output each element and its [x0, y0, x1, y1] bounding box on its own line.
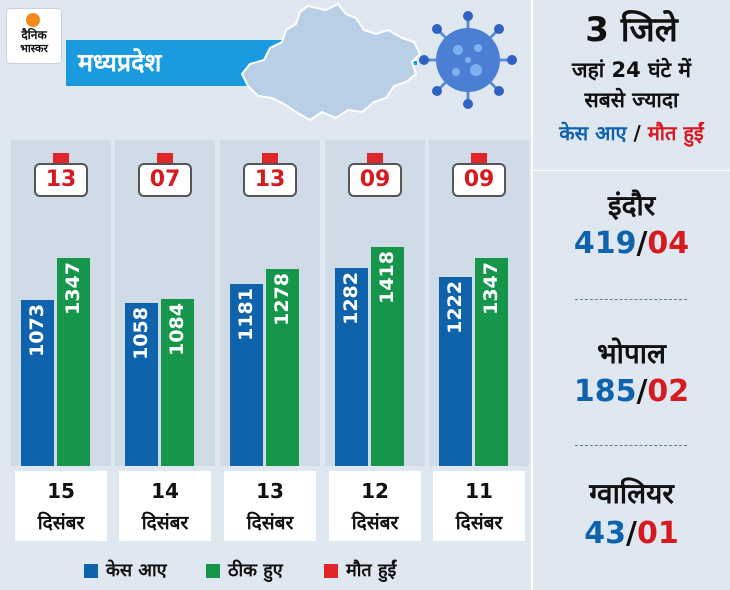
date-label: 13 दिसंबर: [224, 471, 316, 541]
coronavirus-icon: [419, 11, 517, 109]
cases-bar-label: 1073: [26, 304, 48, 357]
district-deaths-gwalior: 01: [636, 516, 679, 551]
date-label: 14 दिसंबर: [119, 471, 211, 541]
recovered-bar-label: 1278: [271, 273, 293, 326]
death-count-label: 09: [452, 163, 506, 197]
recovered-bar: 1347: [57, 258, 90, 466]
calendar-top: [262, 153, 278, 165]
district-deaths-indore: 04: [647, 226, 690, 261]
recovered-bar-label: 1347: [480, 262, 502, 315]
date-day: 13: [256, 479, 284, 503]
sidebar-legend-line: केस आए / मौत हुईं: [533, 118, 730, 148]
recovered-bar-label: 1418: [376, 251, 398, 304]
date-month: दिसंबर: [37, 512, 85, 534]
calendar-top: [157, 153, 173, 165]
district-value-gwalior: 43/01: [584, 516, 679, 551]
sidebar-label-cases: केस आए: [559, 121, 627, 145]
legend-recovered-swatch: [206, 564, 220, 578]
calendar-top: [471, 153, 487, 165]
date-label: 15 दिसंबर: [15, 471, 107, 541]
sidebar-line-2: सबसे ज्यादा: [584, 88, 679, 112]
district-cases-gwalior: 43: [584, 516, 627, 551]
calendar-top: [367, 153, 383, 165]
district-deaths-bhopal: 02: [647, 374, 690, 409]
dainik-bhaskar-logo: दैनिक भास्कर: [6, 8, 62, 64]
district-divider: [575, 299, 687, 300]
madhya-pradesh-map-icon: [240, 2, 422, 122]
calendar-icon: 13: [34, 153, 88, 197]
calendar-icon: 07: [138, 153, 192, 197]
date-day: 11: [465, 479, 493, 503]
recovered-bar: 1084: [161, 299, 194, 466]
calendar-top: [53, 153, 69, 165]
date-label: 11 दिसंबर: [433, 471, 525, 541]
recovered-bar: 1347: [475, 258, 508, 466]
legend-recovered-label: ठीक हुए: [228, 560, 283, 581]
recovered-bar: 1418: [371, 247, 404, 466]
death-count-label: 07: [138, 163, 192, 197]
date-label: 12 दिसंबर: [329, 471, 421, 541]
death-count-label: 13: [243, 163, 297, 197]
recovered-bar-label: 1347: [62, 262, 84, 315]
sidebar-line-1: जहां 24 घंटे में: [572, 58, 691, 82]
cases-bar-label: 1222: [444, 281, 466, 334]
date-month: दिसंबर: [246, 512, 294, 534]
sidebar-label-sep: /: [626, 121, 648, 145]
sun-icon: [26, 13, 40, 27]
cases-bar-label: 1181: [235, 288, 257, 341]
cases-bar-label: 1058: [130, 307, 152, 360]
district-value-bhopal: 185/02: [573, 374, 690, 409]
sidebar-label-deaths: मौत हुईं: [647, 121, 704, 145]
cases-bar-label: 1282: [340, 272, 362, 325]
calendar-icon: 13: [243, 153, 297, 197]
date-day: 14: [151, 479, 179, 503]
date-day: 12: [361, 479, 389, 503]
panel-divider: [531, 0, 533, 590]
cases-bar: 1058: [125, 303, 158, 466]
recovered-bar: 1278: [266, 269, 299, 466]
district-value-indore: 419/04: [573, 226, 690, 261]
district-name-gwalior: ग्वालियर: [589, 477, 674, 510]
calendar-icon: 09: [348, 153, 402, 197]
legend-cases-label: केस आए: [106, 560, 167, 581]
district-cases-bhopal: 185: [573, 374, 637, 409]
calendar-icon: 09: [452, 153, 506, 197]
date-day: 15: [47, 479, 75, 503]
state-title: मध्यप्रदेश: [78, 48, 162, 77]
district-name-indore: इंदौर: [607, 189, 656, 222]
legend-cases-swatch: [84, 564, 98, 578]
district-name-bhopal: भोपाल: [596, 337, 667, 370]
date-month: दिसंबर: [141, 512, 189, 534]
date-month: दिसंबर: [455, 512, 503, 534]
legend-deaths-swatch: [324, 564, 338, 578]
cases-bar: 1073: [21, 300, 54, 466]
logo-line-2: भास्कर: [20, 42, 48, 55]
cases-bar: 1181: [230, 284, 263, 466]
cases-bar: 1222: [439, 277, 472, 466]
date-month: दिसंबर: [351, 512, 399, 534]
legend-deaths-label: मौत हुईं: [346, 560, 397, 581]
logo-line-1: दैनिक: [21, 28, 47, 42]
sidebar-separator: [533, 170, 730, 171]
district-panel: [533, 0, 730, 590]
recovered-bar-label: 1084: [166, 303, 188, 356]
cases-bar: 1282: [335, 268, 368, 466]
district-divider: [575, 445, 687, 446]
death-count-label: 09: [348, 163, 402, 197]
district-cases-indore: 419: [573, 226, 637, 261]
sidebar-headline: 3 जिले: [585, 10, 678, 50]
death-count-label: 13: [34, 163, 88, 197]
